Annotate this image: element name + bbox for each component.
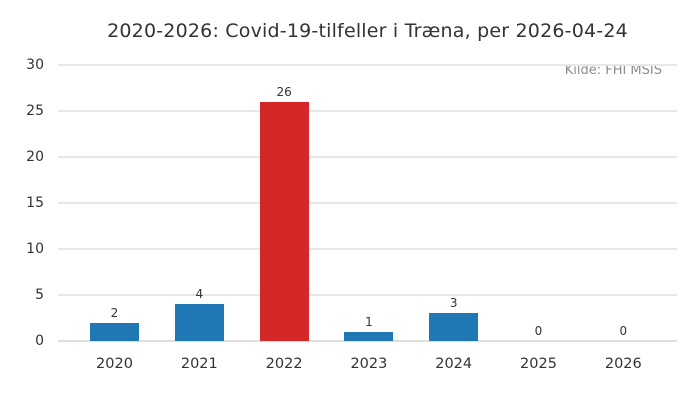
x-tick-label-2026: 2026	[604, 356, 642, 372]
bar-value-label-2021: 4	[195, 287, 204, 302]
bar-value-label-2022: 26	[276, 84, 292, 99]
y-tick-label-15: 15	[26, 195, 44, 211]
source-note: Kilde: FHI MSIS	[564, 63, 662, 78]
gridline-y-10	[58, 248, 677, 250]
y-tick-label-10: 10	[26, 241, 44, 257]
bar-value-label-2023: 1	[365, 314, 373, 329]
bar-2022	[259, 101, 309, 341]
x-tick-label-2025: 2025	[520, 356, 557, 372]
gridline-y-5	[58, 294, 677, 296]
gridline-y-30	[58, 64, 677, 66]
bar-value-label-2025: 0	[534, 324, 543, 338]
bar-value-label-2026: 0	[619, 324, 628, 338]
gridline-y-0	[58, 340, 677, 342]
gridline-y-15	[58, 202, 677, 204]
bar-2021	[174, 304, 224, 341]
bar-2024	[429, 313, 479, 341]
gridline-y-20	[58, 156, 677, 158]
bar-2020	[90, 322, 139, 341]
x-tick-label-2023: 2023	[350, 356, 388, 372]
y-tick-label-0: 0	[35, 333, 44, 349]
bar-value-label-2020: 2	[110, 305, 119, 320]
x-tick-label-2024: 2024	[435, 356, 473, 372]
y-tick-label-20: 20	[26, 149, 44, 165]
y-tick-label-5: 5	[35, 287, 44, 303]
bar-value-label-2024: 3	[449, 296, 458, 311]
x-tick-label-2020: 2020	[96, 356, 133, 372]
chart-title: 2020-2026: Covid-19-tilfeller i Træna, p…	[107, 20, 628, 42]
gridline-y-25	[58, 110, 677, 112]
x-tick-label-2021: 2021	[180, 356, 218, 372]
y-tick-label-25: 25	[26, 103, 44, 119]
y-tick-label-30: 30	[26, 57, 44, 73]
bar-2023	[344, 331, 394, 341]
x-tick-label-2022: 2022	[265, 356, 303, 372]
